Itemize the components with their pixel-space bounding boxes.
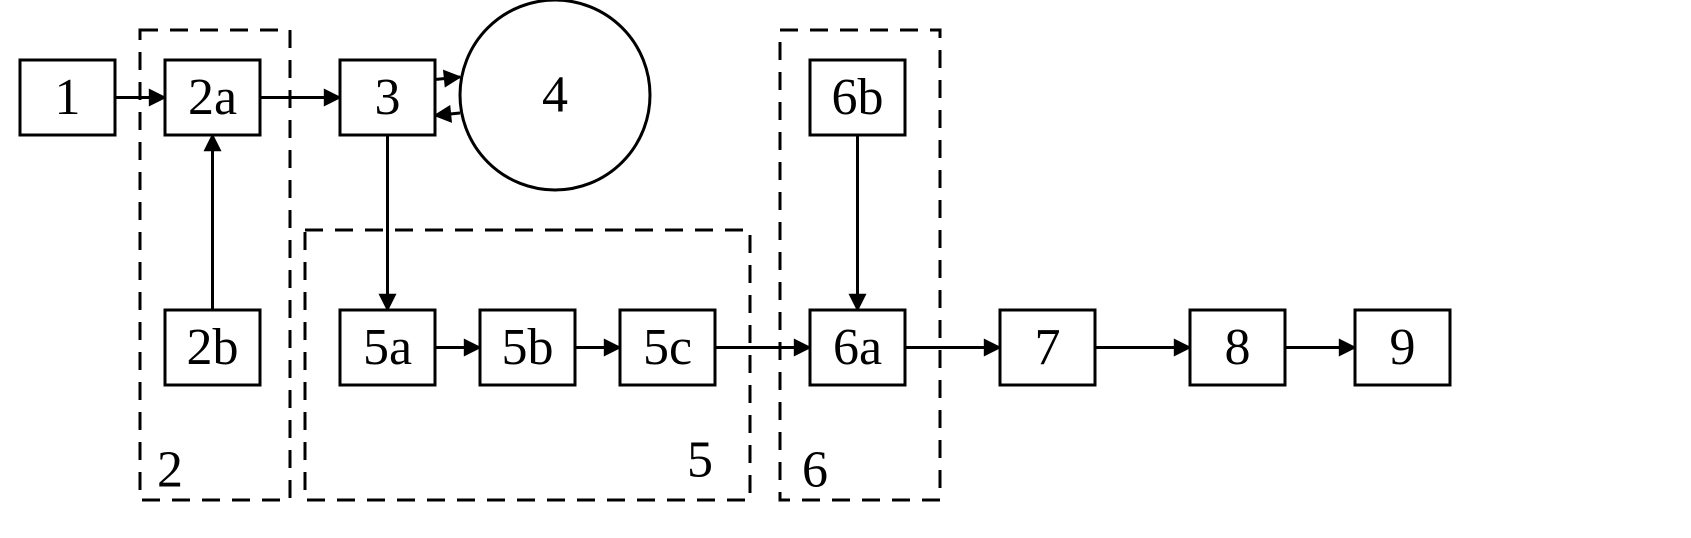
block-diagram: 2 5 6 1 2a 2b 3 4 5a 5b 5c 6a 6b 7 8 9 [0, 0, 1691, 538]
node-label-n5c: 5c [643, 319, 692, 376]
group-label-g6: 6 [802, 442, 828, 499]
node-label-n6b: 6b [832, 69, 884, 126]
group-label-g5: 5 [687, 432, 713, 489]
group-label-g2: 2 [157, 442, 183, 499]
edge-n4-n3 [435, 113, 460, 116]
node-label-n2b: 2b [187, 319, 239, 376]
node-label-n3: 3 [375, 69, 401, 126]
node-label-n2a: 2a [188, 69, 237, 126]
node-label-n5b: 5b [502, 319, 554, 376]
node-label-n7: 7 [1035, 319, 1061, 376]
node-label-n5a: 5a [363, 319, 412, 376]
node-label-n6a: 6a [833, 319, 882, 376]
node-label-n4: 4 [542, 67, 568, 124]
edge-n3-n4 [435, 77, 460, 80]
node-label-n8: 8 [1225, 319, 1251, 376]
node-label-n9: 9 [1390, 319, 1416, 376]
node-label-n1: 1 [55, 69, 81, 126]
